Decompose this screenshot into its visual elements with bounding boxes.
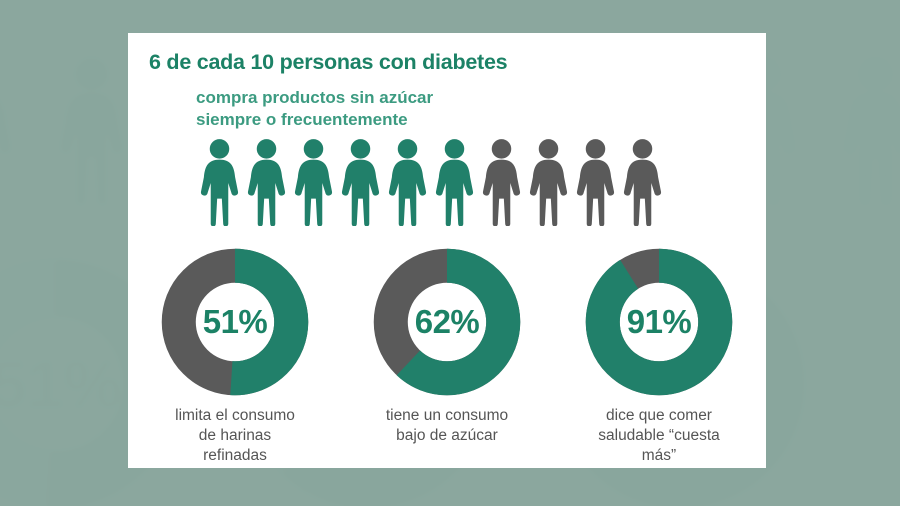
pictogram-row bbox=[200, 138, 662, 226]
person-icon-muted bbox=[482, 139, 521, 226]
donut-svg-1 bbox=[161, 248, 309, 396]
donut-svg-3 bbox=[585, 248, 733, 396]
person-icon-highlighted bbox=[294, 139, 333, 226]
donut-group-3: 91% dice que comer saludable “cuesta más… bbox=[564, 248, 754, 465]
donut-group-2: 62% tiene un consumo bajo de azúcar bbox=[352, 248, 542, 465]
donut-caption-3: dice que comer saludable “cuesta más” bbox=[598, 407, 720, 464]
donut-svg-2 bbox=[373, 248, 521, 396]
donut-value-arc-1 bbox=[161, 248, 309, 396]
donut-caption-2: tiene un consumo bajo de azúcar bbox=[385, 407, 509, 444]
person-icon-muted bbox=[623, 139, 662, 226]
person-icon-muted bbox=[576, 139, 615, 226]
infographic-card: 6 de cada 10 personas con diabetes compr… bbox=[128, 33, 766, 468]
donut-chart-3: 91% bbox=[585, 248, 733, 396]
subtitle: compra productos sin azúcar siempre o fre… bbox=[196, 87, 433, 131]
page-title: 6 de cada 10 personas con diabetes bbox=[149, 50, 508, 74]
donut-group-1: 51% limita el consumo de harinas refinad… bbox=[140, 248, 330, 465]
person-icon-highlighted bbox=[247, 139, 286, 226]
donut-chart-1: 51% bbox=[161, 248, 309, 396]
person-icon-highlighted bbox=[200, 139, 239, 226]
subtitle-line-1: compra productos sin azúcar bbox=[196, 88, 434, 107]
person-icon-muted bbox=[529, 139, 568, 226]
donut-chart-2: 62% bbox=[373, 248, 521, 396]
donut-caption-1: limita el consumo de harinas refinadas bbox=[175, 407, 295, 464]
donut-chart-row: 51% limita el consumo de harinas refinad… bbox=[140, 248, 754, 465]
person-icon-highlighted bbox=[388, 139, 427, 226]
person-icon-highlighted bbox=[341, 139, 380, 226]
donut-value-arc-2 bbox=[373, 248, 521, 396]
person-icon-highlighted bbox=[435, 139, 474, 226]
donut-value-arc-3 bbox=[585, 248, 733, 396]
subtitle-line-2: siempre o frecuentemente bbox=[196, 110, 408, 130]
